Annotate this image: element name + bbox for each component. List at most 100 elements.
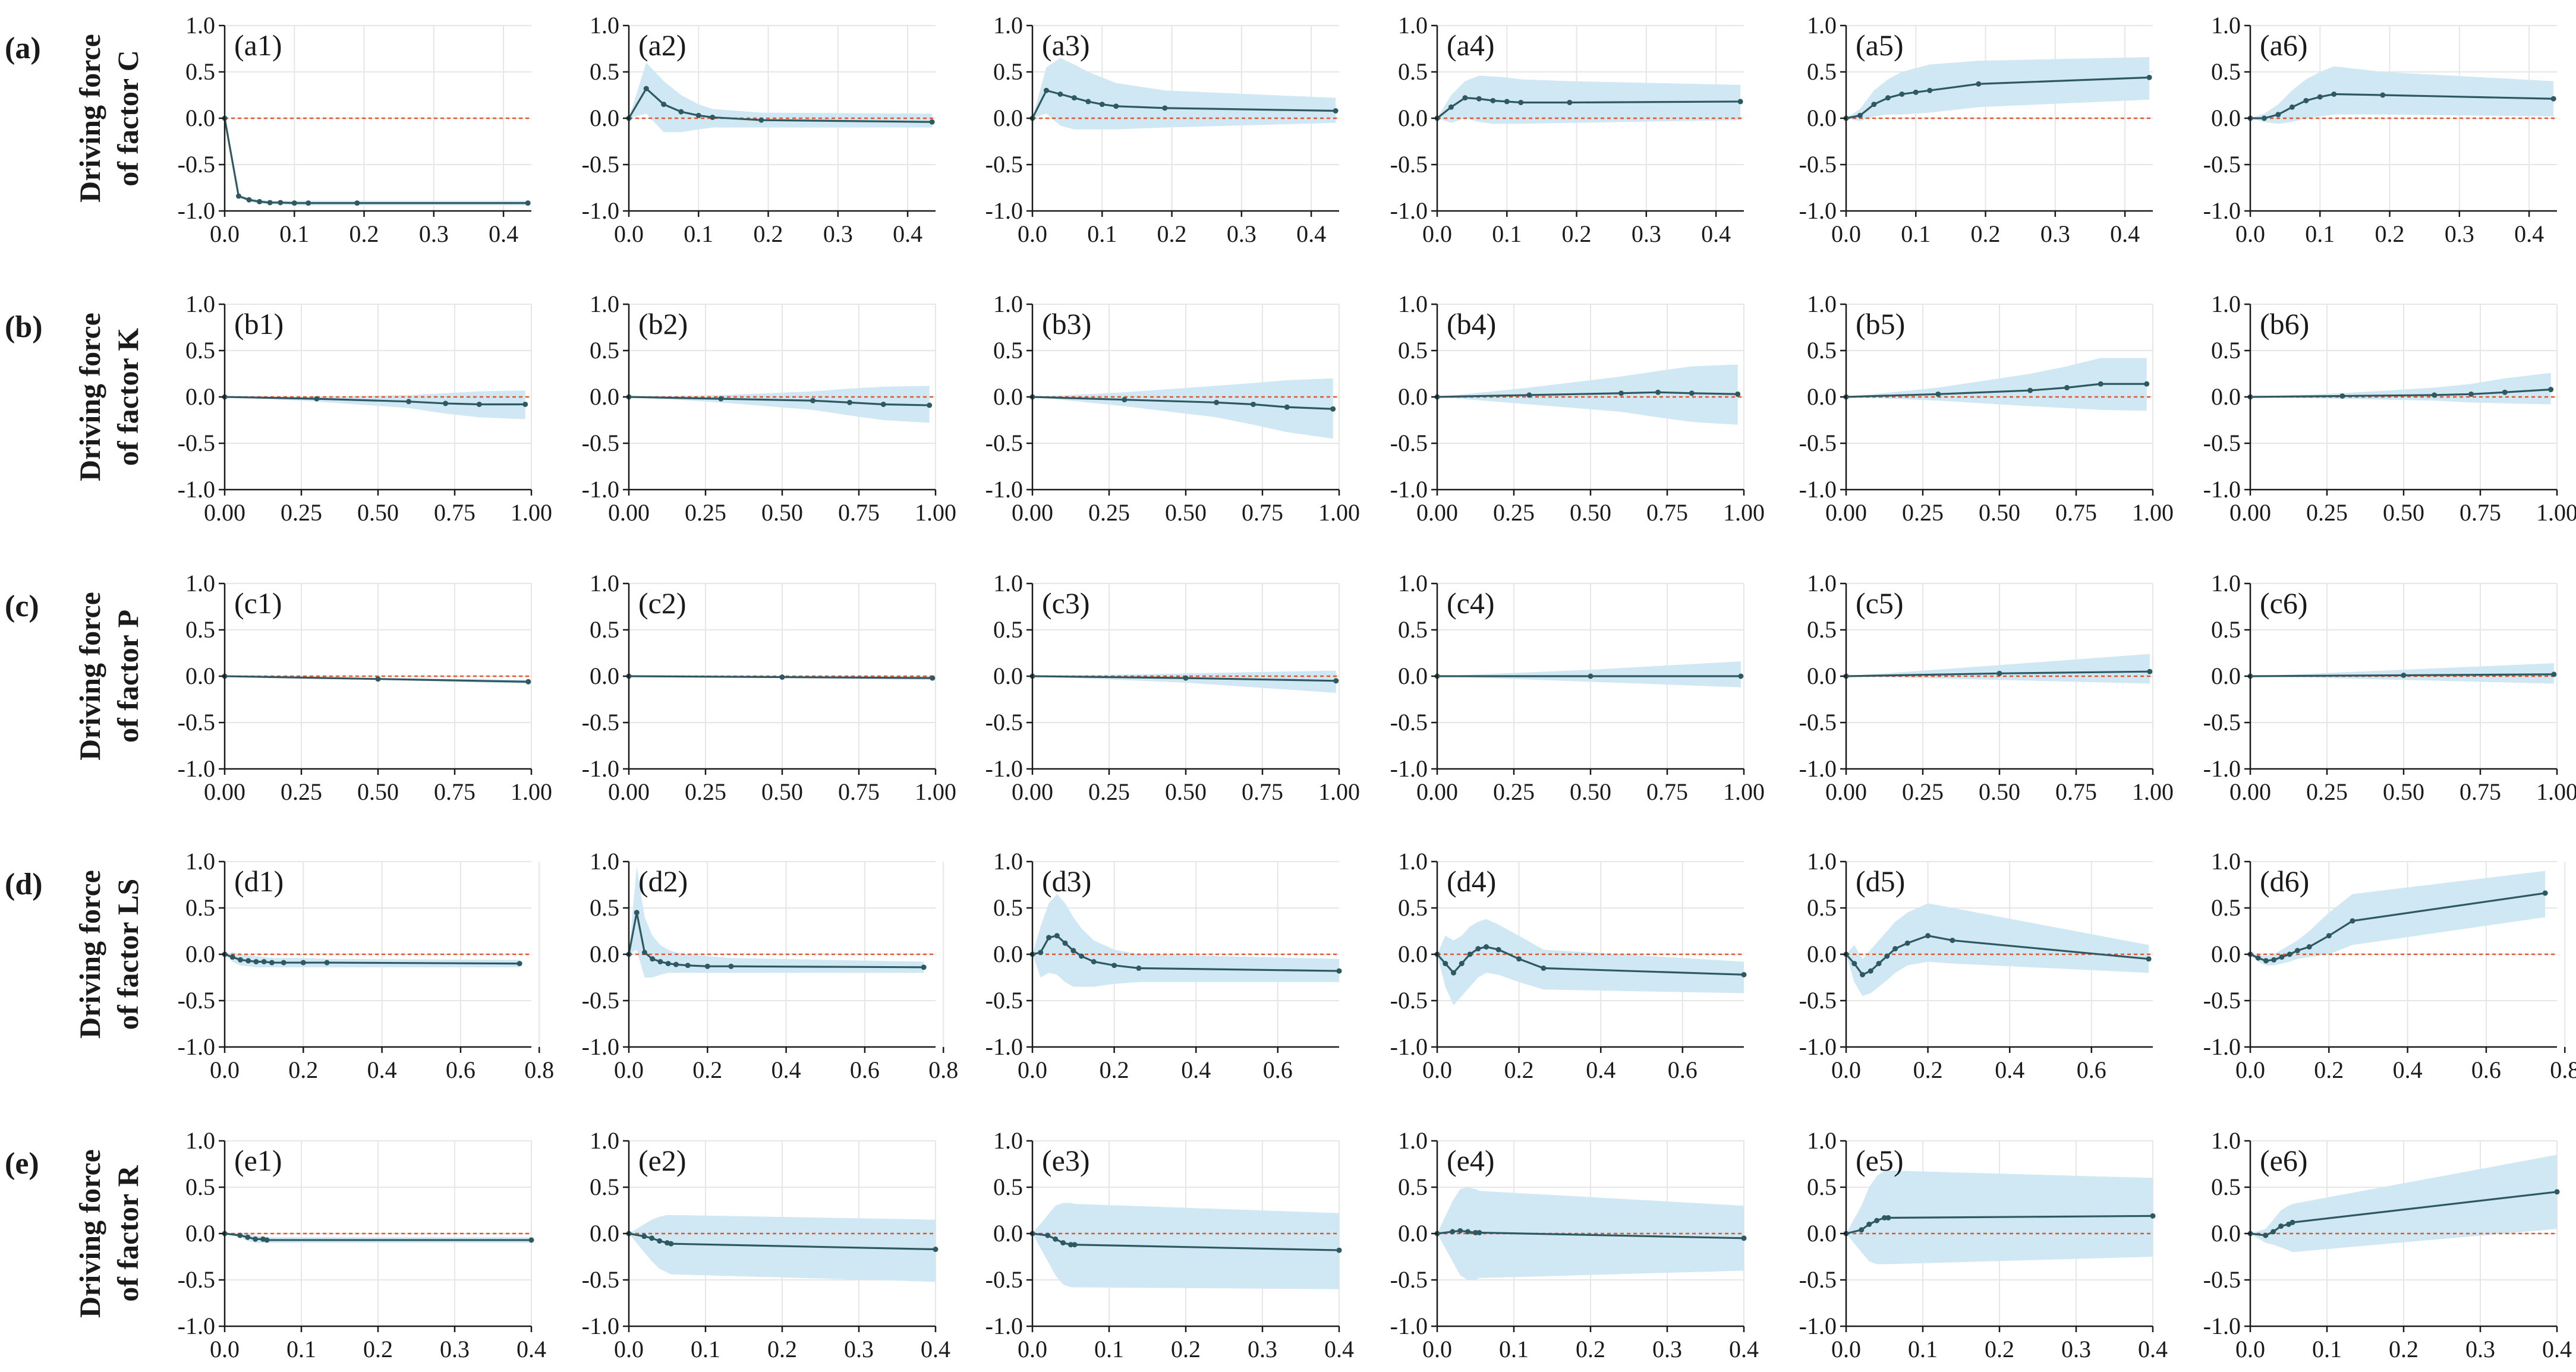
panel-label: (d4) [1447, 865, 1496, 898]
y-tick-label: 0.5 [993, 616, 1023, 643]
x-tick-label: 1.00 [2132, 499, 2174, 526]
y-tick-label: 1.0 [2211, 291, 2241, 317]
y-tick-label: -1.0 [1799, 197, 1837, 224]
y-tick-label: 0.5 [2211, 1174, 2241, 1200]
x-tick-label: 0.25 [2306, 499, 2348, 526]
x-tick-label: 0.4 [1181, 1056, 1211, 1083]
confidence-band [1032, 58, 1336, 130]
x-tick-label: 0.6 [1668, 1056, 1698, 1083]
y-tick-label: 0.0 [590, 105, 619, 131]
data-point [1927, 87, 1933, 93]
data-point [1333, 678, 1339, 684]
x-tick-label: 0.00 [1825, 499, 1867, 526]
x-tick-label: 0.2 [2375, 220, 2405, 247]
y-tick-label: 0.0 [993, 105, 1023, 131]
row-label: (e) [5, 1147, 39, 1181]
y-tick-label: 0.0 [993, 383, 1023, 410]
x-tick-label: 0.00 [1012, 778, 1053, 805]
x-tick-label: 0.25 [1902, 778, 1944, 805]
data-point [2287, 951, 2292, 957]
data-point [1053, 1236, 1059, 1242]
x-tick-label: 0.2 [1157, 220, 1187, 247]
panel-label: (e4) [1447, 1144, 1495, 1177]
y-tick-label: -1.0 [178, 197, 215, 224]
subplot-d1: 1.00.50.0-0.5-1.00.0 0.2 0.4 0.6 0.8(d1) [178, 848, 555, 1083]
data-point [245, 1234, 251, 1240]
confidence-band [1032, 378, 1333, 439]
y-tick-label: -1.0 [2203, 755, 2241, 782]
data-point [641, 1234, 647, 1239]
y-tick-label: 1.0 [590, 291, 619, 317]
x-tick-label: 0.1 [2305, 220, 2335, 247]
panel-label: (c3) [1042, 586, 1090, 620]
x-tick-label: 1.00 [915, 499, 956, 526]
data-point [2279, 954, 2285, 960]
panel-label: (a3) [1042, 29, 1090, 62]
data-point [2502, 389, 2508, 395]
x-tick-label: 0.2 [1576, 1336, 1605, 1362]
y-tick-label: -0.5 [1390, 987, 1428, 1014]
x-tick-label: 0.50 [357, 778, 399, 805]
panel-label: (c6) [2260, 586, 2308, 620]
x-tick-label: 0.1 [1499, 1336, 1529, 1362]
data-point [1899, 91, 1905, 97]
y-tick-label: 0.0 [1398, 383, 1428, 410]
data-point [1518, 99, 1524, 105]
data-series-line [1846, 383, 2147, 398]
y-tick-label: 0.5 [2211, 337, 2241, 364]
y-tick-label: -0.5 [2203, 430, 2241, 456]
y-tick-label: 0.0 [185, 383, 215, 410]
x-tick-label: 0.8 [928, 1056, 958, 1083]
data-point [1183, 675, 1189, 681]
x-tick-label: 0.1 [684, 220, 713, 247]
data-point [1866, 1221, 1872, 1227]
x-tick-label: 0.1 [1901, 220, 1931, 247]
data-point [810, 398, 816, 403]
data-point [528, 1237, 534, 1243]
data-point [1885, 1215, 1891, 1220]
data-point [2326, 933, 2332, 939]
x-tick-label: 0.00 [1825, 778, 1867, 805]
x-tick-label: 0.0 [1831, 1056, 1861, 1083]
x-tick-label: 0.0 [2235, 1056, 2265, 1083]
y-tick-label: 0.0 [1807, 941, 1837, 967]
x-tick-label: 0.50 [2383, 778, 2424, 805]
x-tick-label: 0.3 [1652, 1336, 1682, 1362]
row-labels: (a) Driving force of factor C(b) Driving fo… [5, 31, 144, 1318]
subplot-d2: 1.00.50.0-0.5-1.00.0 0.2 0.4 0.6 0.8(d2) [582, 848, 959, 1083]
data-point [2275, 112, 2281, 118]
x-tick-label: 0.75 [434, 778, 475, 805]
x-tick-label: 0.4 [1701, 220, 1731, 247]
data-point [1162, 105, 1168, 111]
data-point [406, 399, 412, 405]
y-tick-label: -1.0 [582, 1313, 619, 1339]
data-point [685, 963, 691, 969]
data-point [1462, 95, 1468, 101]
x-tick-label: 0.75 [2460, 499, 2501, 526]
data-point [1567, 99, 1573, 105]
data-point [1541, 965, 1547, 971]
y-tick-label: -1.0 [178, 755, 215, 782]
y-tick-label: 0.5 [993, 1174, 1023, 1200]
data-point [2317, 94, 2323, 100]
data-point [929, 119, 935, 125]
panel-label: (a4) [1447, 29, 1495, 62]
subplot-c5: 1.0 0.5 0.0 -0.5 -1.00.00 0.25 0.50 0.75 1.00 (c5… [1799, 570, 2174, 805]
data-point [2150, 1213, 2156, 1219]
data-point [1892, 946, 1898, 952]
data-point [1071, 95, 1077, 101]
x-tick-label: 0.4 [1586, 1056, 1615, 1083]
y-tick-label: 0.5 [590, 894, 619, 921]
data-point [237, 957, 243, 963]
y-tick-label: -0.5 [2203, 1266, 2241, 1293]
data-point [710, 114, 716, 120]
y-tick-label: -0.5 [1799, 1266, 1837, 1293]
data-point [443, 400, 449, 406]
data-point [1475, 946, 1481, 952]
data-point [1072, 1242, 1078, 1248]
y-tick-label: -1.0 [1390, 476, 1428, 503]
y-axis-title-line2: of factor K [111, 328, 144, 466]
data-point [704, 963, 710, 969]
x-tick-label: 0.2 [692, 1056, 722, 1083]
